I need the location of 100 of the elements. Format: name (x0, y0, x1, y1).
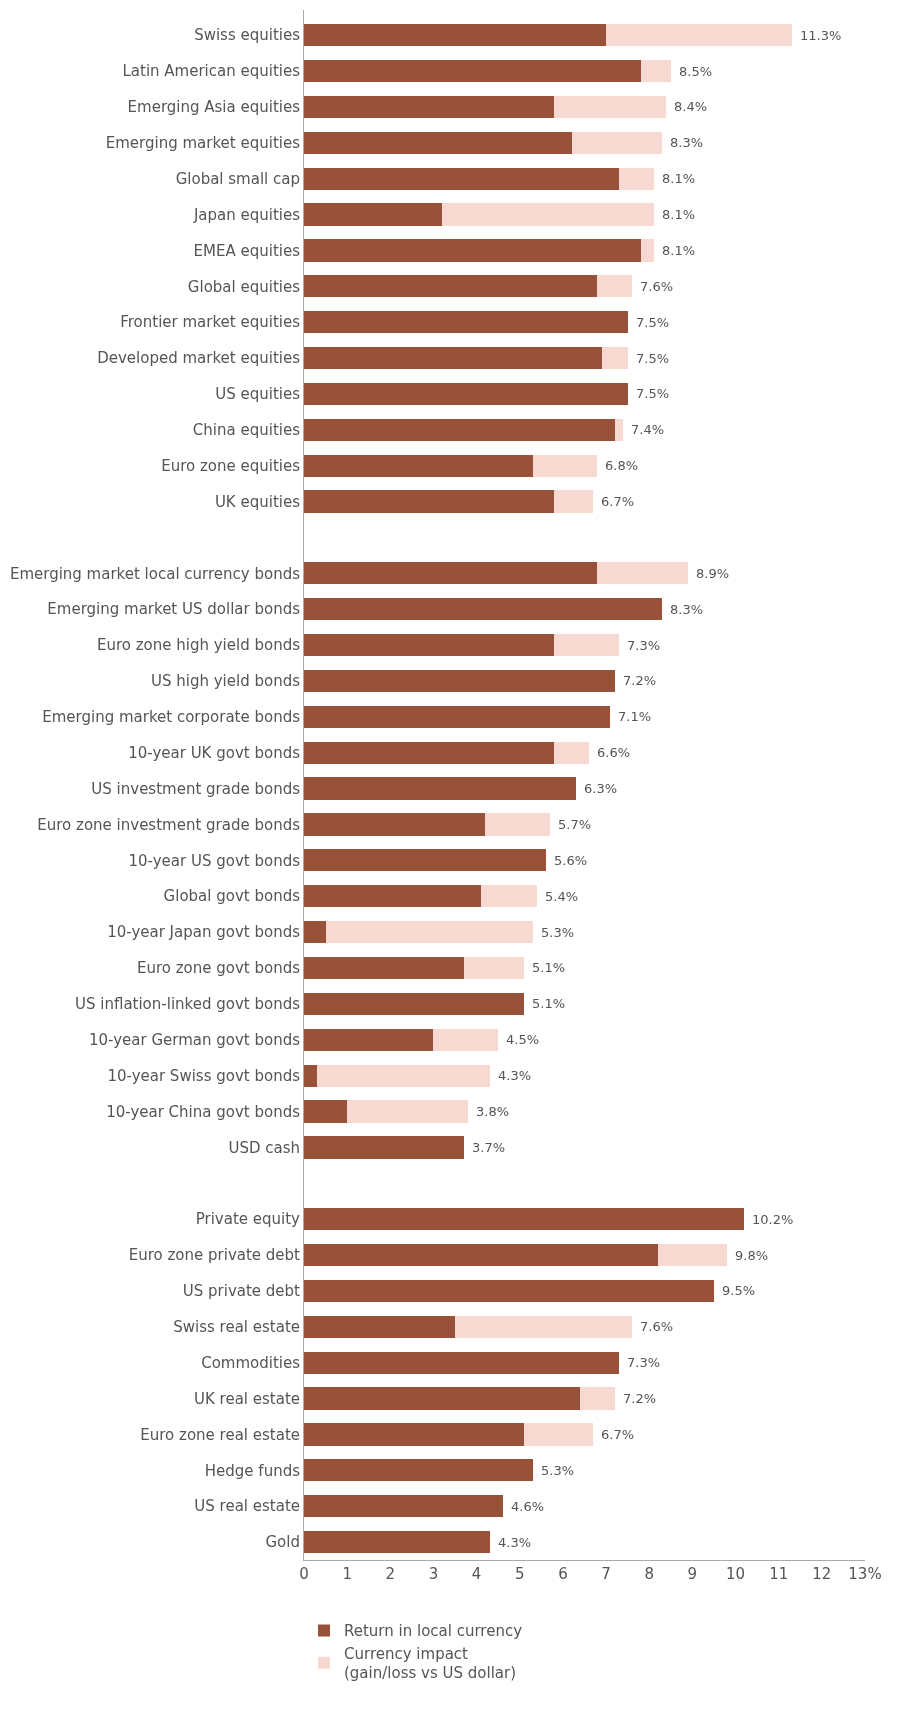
bar (304, 920, 326, 944)
total-label: 8.5% (679, 64, 713, 79)
bar (304, 490, 555, 513)
y-tick-label: Gold (265, 1533, 300, 1552)
x-tick-label: 12 (812, 1565, 832, 1583)
x-tick-label: 1 (342, 1565, 352, 1583)
bar (304, 311, 628, 334)
y-tick-label: US high yield bonds (150, 672, 301, 691)
y-tick-label: US real estate (194, 1497, 300, 1516)
y-tick-label: Global govt bonds (163, 887, 301, 906)
bar (571, 131, 663, 154)
total-label: 7.2% (623, 1391, 657, 1406)
total-label: 8.1% (662, 171, 696, 186)
total-label: 7.1% (618, 709, 652, 724)
bar (304, 1100, 348, 1123)
y-tick-label: US investment grade bonds (91, 779, 301, 798)
bar (304, 382, 628, 406)
bar (455, 1315, 632, 1338)
y-tick-label: UK real estate (193, 1389, 300, 1408)
total-label: 4.5% (506, 1032, 540, 1047)
total-label: 4.6% (511, 1499, 545, 1514)
total-label: 5.3% (541, 1463, 575, 1478)
total-label: 7.3% (627, 1355, 661, 1370)
y-tick-label: 10-year Japan govt bonds (107, 923, 301, 942)
y-tick-label: Global equities (187, 277, 301, 296)
total-label: 5.4% (545, 889, 579, 904)
x-tick-label: 10 (725, 1565, 746, 1583)
bar (304, 777, 576, 800)
y-tick-label: Emerging market local currency bonds (9, 564, 301, 583)
y-tick-label: Swiss equities (194, 26, 301, 45)
bar (304, 95, 555, 118)
total-label: 3.7% (472, 1140, 506, 1155)
total-label: 6.7% (601, 1427, 635, 1442)
y-tick-label: USD cash (228, 1138, 300, 1157)
bar (304, 1136, 464, 1159)
total-label: 8.4% (674, 99, 708, 114)
bar (433, 1028, 499, 1051)
bar (316, 1064, 490, 1087)
bar (597, 275, 632, 298)
total-label: 9.5% (722, 1283, 756, 1298)
bar (304, 454, 533, 477)
bar (304, 885, 481, 908)
x-tick-label: 8 (644, 1565, 654, 1583)
bar (304, 275, 598, 298)
x-tick-label: 6 (558, 1565, 568, 1583)
y-tick-label: Euro zone govt bonds (136, 959, 301, 978)
bar (304, 1028, 434, 1051)
y-tick-label: US private debt (182, 1282, 301, 1301)
total-label: 9.8% (735, 1248, 769, 1263)
bar (304, 1459, 533, 1482)
y-tick-label: Emerging market US dollar bonds (47, 600, 301, 619)
total-label: 7.6% (640, 1319, 674, 1334)
x-tick-label: 13% (848, 1565, 882, 1583)
total-label: 8.1% (662, 207, 696, 222)
bar (304, 669, 615, 693)
bar (304, 59, 641, 83)
bar (304, 203, 443, 226)
bar (304, 346, 602, 370)
bar (554, 633, 620, 657)
total-label: 8.1% (662, 243, 696, 258)
y-tick-label: UK equities (214, 492, 301, 511)
legend-label: Currency impact (gain/loss vs US dollar) (344, 1644, 517, 1683)
y-tick-label: Euro zone high yield bonds (96, 636, 301, 655)
bar (304, 1423, 525, 1446)
bar (325, 920, 533, 944)
total-label: 7.5% (636, 315, 670, 330)
total-label: 4.3% (498, 1535, 532, 1550)
y-tick-label: Euro zone equities (161, 456, 301, 475)
bar (532, 454, 598, 477)
total-label: 7.5% (636, 351, 670, 366)
bar (554, 490, 594, 513)
total-label: 8.9% (696, 566, 730, 581)
x-tick-label: 5 (515, 1565, 525, 1583)
bar (619, 167, 654, 190)
bar (480, 885, 538, 908)
total-label: 8.3% (670, 135, 704, 150)
total-label: 4.3% (498, 1068, 532, 1083)
bar (601, 346, 628, 370)
total-label: 11.3% (800, 28, 842, 43)
bar (304, 1530, 490, 1554)
y-tick-label: China equities (192, 421, 301, 440)
bar (304, 849, 546, 872)
total-label: 3.8% (476, 1104, 510, 1119)
bar (304, 167, 620, 190)
total-label: 5.1% (532, 996, 566, 1011)
y-tick-label: 10-year China govt bonds (106, 1102, 301, 1121)
total-label: 7.6% (640, 279, 674, 294)
total-label: 7.3% (627, 638, 661, 653)
total-label: 7.2% (623, 673, 657, 688)
bar (304, 1208, 745, 1231)
bar (554, 741, 589, 764)
bar (606, 23, 792, 47)
y-tick-label: Frontier market equities (120, 313, 301, 332)
total-label: 7.4% (631, 422, 665, 437)
y-tick-label: 10-year German govt bonds (88, 1031, 301, 1049)
y-tick-label: US equities (215, 385, 301, 404)
y-tick-label: Private equity (195, 1210, 301, 1229)
bar (304, 1387, 581, 1410)
y-tick-label: US inflation-linked govt bonds (74, 995, 301, 1014)
bar (304, 813, 486, 836)
